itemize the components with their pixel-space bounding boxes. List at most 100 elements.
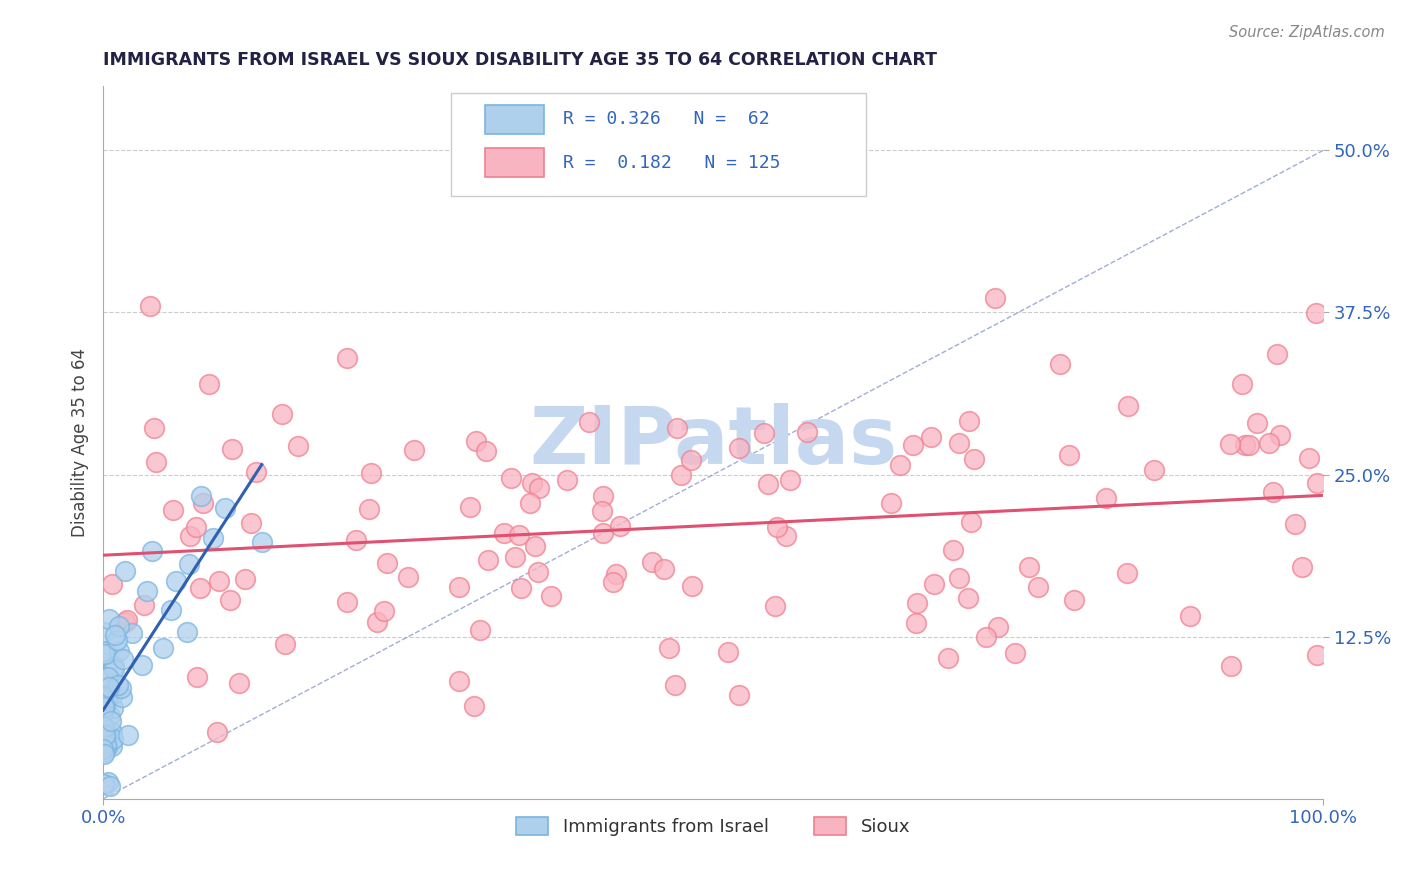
- Point: [1057, 448, 1080, 462]
- Legend: Immigrants from Israel, Sioux: Immigrants from Israel, Sioux: [509, 810, 918, 843]
- Point: [557, 473, 579, 487]
- Point: [922, 577, 945, 591]
- Point: [103, 659, 125, 673]
- Point: [96, 679, 118, 693]
- Point: [605, 566, 627, 581]
- Text: R = 0.326   N =  62: R = 0.326 N = 62: [562, 111, 769, 128]
- Point: [942, 543, 965, 558]
- Point: [103, 731, 125, 746]
- Point: [97, 735, 120, 749]
- Point: [160, 603, 183, 617]
- Point: [936, 650, 959, 665]
- Point: [402, 443, 425, 458]
- Point: [177, 558, 200, 572]
- Point: [93, 730, 115, 744]
- Text: ZIPatlas: ZIPatlas: [529, 403, 897, 481]
- Point: [366, 615, 388, 630]
- Point: [463, 698, 485, 713]
- Text: Source: ZipAtlas.com: Source: ZipAtlas.com: [1229, 25, 1385, 40]
- Point: [447, 673, 470, 688]
- Point: [1261, 484, 1284, 499]
- Point: [336, 351, 359, 365]
- Point: [94, 693, 117, 707]
- Point: [592, 489, 614, 503]
- Point: [592, 526, 614, 541]
- Point: [679, 453, 702, 467]
- Point: [91, 742, 114, 756]
- Point: [93, 719, 115, 733]
- Point: [956, 591, 979, 606]
- Point: [1180, 609, 1202, 624]
- Point: [1063, 593, 1085, 607]
- Point: [142, 421, 165, 435]
- Point: [103, 701, 125, 715]
- Point: [100, 739, 122, 753]
- Point: [1257, 436, 1279, 450]
- Point: [94, 647, 117, 661]
- Point: [477, 552, 499, 566]
- Point: [115, 613, 138, 627]
- Point: [508, 528, 530, 542]
- Point: [1018, 560, 1040, 574]
- Point: [529, 481, 551, 495]
- Point: [905, 596, 928, 610]
- Point: [1230, 377, 1253, 392]
- Point: [233, 572, 256, 586]
- Point: [578, 415, 600, 429]
- Point: [186, 670, 208, 684]
- Point: [920, 430, 942, 444]
- Point: [97, 680, 120, 694]
- Point: [1220, 659, 1243, 673]
- Point: [98, 709, 121, 723]
- Point: [510, 581, 533, 595]
- Point: [1049, 357, 1071, 371]
- Point: [193, 495, 215, 509]
- Point: [1233, 438, 1256, 452]
- Point: [765, 520, 787, 534]
- Point: [641, 555, 664, 569]
- Point: [373, 604, 395, 618]
- Point: [111, 690, 134, 705]
- Point: [114, 615, 136, 629]
- Point: [198, 376, 221, 391]
- Point: [527, 566, 550, 580]
- Point: [1265, 346, 1288, 360]
- Point: [207, 725, 229, 739]
- Point: [132, 598, 155, 612]
- Point: [103, 662, 125, 676]
- Point: [948, 571, 970, 585]
- Point: [775, 529, 797, 543]
- Point: [188, 581, 211, 595]
- Point: [100, 714, 122, 728]
- Point: [152, 641, 174, 656]
- Point: [108, 619, 131, 633]
- Point: [96, 690, 118, 705]
- Point: [520, 475, 543, 490]
- Point: [396, 570, 419, 584]
- Point: [1095, 491, 1118, 505]
- Point: [93, 777, 115, 791]
- Point: [519, 496, 541, 510]
- Point: [145, 455, 167, 469]
- Bar: [485, 148, 544, 177]
- Text: R =  0.182   N = 125: R = 0.182 N = 125: [562, 153, 780, 171]
- Point: [91, 644, 114, 658]
- Point: [184, 520, 207, 534]
- Point: [665, 420, 688, 434]
- Point: [957, 414, 980, 428]
- Point: [494, 525, 516, 540]
- Point: [984, 291, 1007, 305]
- Point: [360, 467, 382, 481]
- Point: [104, 628, 127, 642]
- FancyBboxPatch shape: [451, 93, 866, 196]
- Point: [91, 686, 114, 700]
- Point: [131, 658, 153, 673]
- Point: [110, 681, 132, 696]
- Point: [96, 738, 118, 752]
- Point: [239, 516, 262, 530]
- Point: [591, 503, 613, 517]
- Point: [287, 439, 309, 453]
- Point: [1305, 306, 1327, 320]
- Point: [111, 651, 134, 665]
- Point: [93, 705, 115, 719]
